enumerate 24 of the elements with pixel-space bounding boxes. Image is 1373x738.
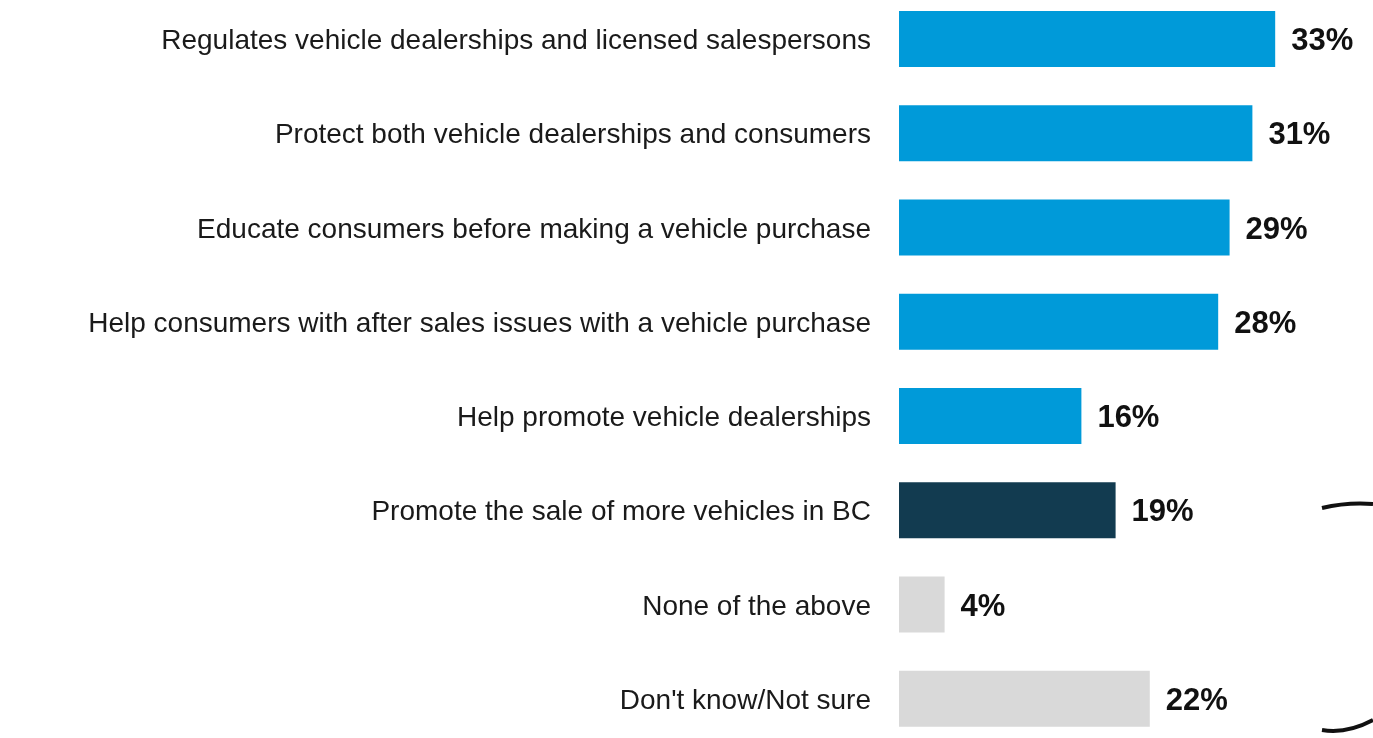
y-tick-label: Regulates vehicle dealerships and licensed salespersons bbox=[161, 24, 871, 56]
bar bbox=[899, 576, 945, 633]
data-label: 22% bbox=[1165, 681, 1228, 717]
y-tick-label: Promote the sale of more vehicles in BC bbox=[371, 495, 871, 527]
bar bbox=[899, 482, 1116, 539]
bar bbox=[899, 199, 1230, 256]
y-tick-label: Protect both vehicle dealerships and consumers bbox=[274, 118, 871, 150]
bar bbox=[899, 293, 1219, 350]
y-tick-label: Don't know/Not sure bbox=[619, 683, 871, 715]
bar bbox=[899, 105, 1253, 162]
data-label: 33% bbox=[1291, 22, 1354, 58]
data-label: 29% bbox=[1245, 210, 1308, 246]
bar bbox=[899, 388, 1082, 444]
data-label: 16% bbox=[1097, 399, 1160, 435]
y-tick-label: Help promote vehicle dealerships bbox=[457, 401, 871, 433]
data-label: 4% bbox=[960, 587, 1006, 623]
data-label: 19% bbox=[1131, 493, 1194, 529]
y-tick-label: Educate consumers before making a vehicle purchase bbox=[197, 212, 871, 244]
bar bbox=[899, 670, 1150, 727]
data-label: 28% bbox=[1234, 304, 1297, 340]
bar bbox=[899, 11, 1276, 67]
data-label: 31% bbox=[1268, 116, 1331, 152]
y-tick-label: Help consumers with after sales issues with a vehicle purchase bbox=[88, 306, 871, 338]
y-tick-label: None of the above bbox=[642, 589, 871, 621]
